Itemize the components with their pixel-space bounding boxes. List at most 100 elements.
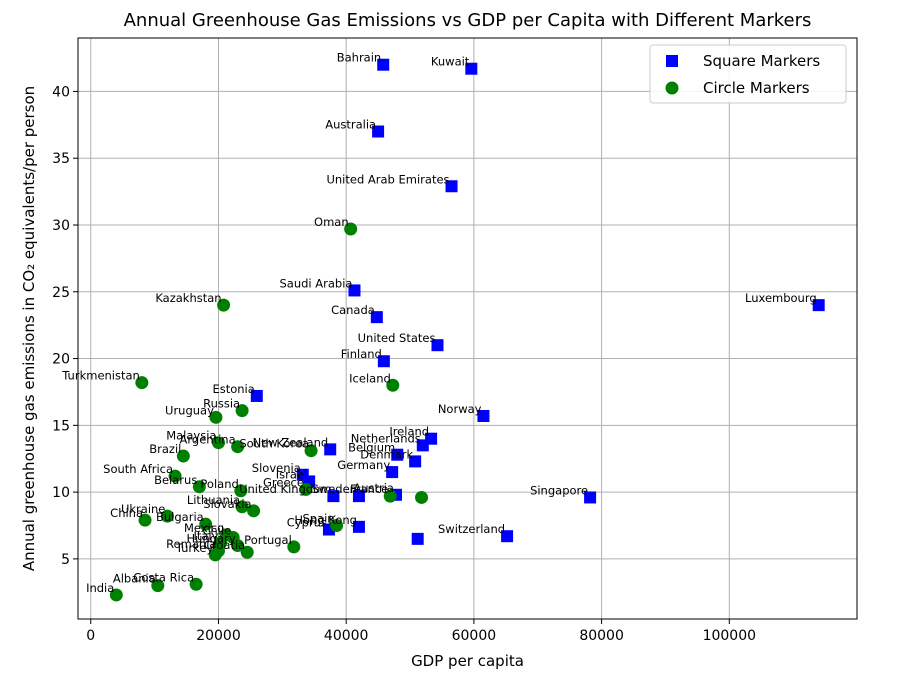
circle-point-belarus [192,480,206,494]
point-label-turkey: Turkey [175,541,214,555]
point-label-united-states: United States [358,331,436,345]
point-label-belarus: Belarus [154,473,197,487]
square-point-singapore [584,491,597,504]
point-label-italy: Italy [193,529,218,543]
point-label-brazil: Brazil [149,442,181,456]
point-label-spain: Spain [302,512,334,526]
point-label-lithuania: Lithuania [187,493,240,507]
square-point-estonia [250,389,263,402]
point-label-bahrain: Bahrain [337,51,381,65]
point-label-mexico: Mexico [184,521,224,535]
circle-point-malaysia [211,436,225,450]
point-label-hong-kong: Hong Kong [294,513,357,527]
point-label-switzerland: Switzerland [438,522,505,536]
point-label-australia: Australia [325,117,376,131]
square-point-hong-kong [352,520,365,533]
circle-point-ukraine [160,509,174,523]
point-label-argentina: Argentina [180,433,236,447]
y-tick-label: 10 [52,485,70,501]
circle-point-oman [344,222,358,236]
square-point-australia [372,125,385,138]
legend-circle-marker-icon [665,81,679,95]
square-point-sweden [352,490,365,503]
point-label-uruguay: Uruguay [165,403,214,417]
circle-point-portugal [287,540,301,554]
point-label-norway: Norway [438,402,482,416]
y-tick-label: 35 [52,151,70,167]
point-label-albania: Albania [113,572,156,586]
point-label-ukraine: Ukraine [121,502,165,516]
point-label-south-africa: South Africa [103,462,173,476]
square-point [411,532,424,545]
point-label-ireland: Ireland [389,425,429,439]
point-label-kazakhstan: Kazakhstan [155,291,221,305]
point-label-china: China [110,506,143,520]
circle-point-poland [234,484,248,498]
circle-point-brazil [176,449,190,463]
chart-title: Annual Greenhouse Gas Emissions vs GDP p… [124,10,812,31]
point-label-canada: Canada [331,303,375,317]
square-point-finland [377,355,390,368]
point-label-cyprus: Cyprus [287,516,327,530]
point-label-romania: Romania [166,537,216,551]
x-tick-label: 0 [86,628,95,644]
legend-entry-square-markers: Square Markers [703,52,820,70]
circle-point-hungary [231,539,245,553]
circle-point-costa-rica [189,577,203,591]
point-label-netherlands: Netherlands [351,431,421,445]
square-point-switzerland [501,530,514,543]
plot-frame [77,37,858,620]
square-point-belgium [391,448,404,461]
square-point-germany [386,466,399,479]
circle-point-uruguay [209,410,223,424]
point-label-israel: Israel [276,467,307,481]
square-point-saudi-arabia [348,284,361,297]
point-label-finland: Finland [341,347,382,361]
point-label-oman: Oman [314,215,349,229]
point-label-slovenia: Slovenia [252,461,301,475]
point-label-new-zealand: New Zealand [253,435,329,449]
point-label-croatia: Croatia [204,538,245,552]
square-point-new-zealand [324,443,337,456]
square-point-bahrain [377,58,390,71]
point-label-hungary: Hungary [187,532,236,546]
point-label-chile: Chile [202,524,231,538]
point-label-iceland: Iceland [349,371,391,385]
circle-point-kazakhstan [217,298,231,312]
point-label-luxembourg: Luxembourg [745,291,817,305]
y-axis-title: Annual greenhouse gas emissions in CO₂ e… [20,86,38,571]
point-label-france: France [350,482,388,496]
data-points [109,58,825,602]
legend: Square Markers Circle Markers [649,44,847,104]
point-label-saudi-arabia: Saudi Arabia [279,276,352,290]
circle-point-france [383,489,397,503]
point-label-costa-rica: Costa Rica [133,570,194,584]
point-label-austria: Austria [353,481,394,495]
square-point-luxembourg [812,299,825,312]
point-label-kuwait: Kuwait [431,55,470,69]
point-label-estonia: Estonia [212,382,254,396]
square-point-norway [477,409,490,422]
y-tick-label: 25 [52,285,70,301]
legend-square-marker-icon [666,55,678,67]
x-tick-label: 60000 [452,628,497,644]
circle-point-russia [235,404,249,418]
circle-point-spain [330,519,344,533]
point-label-denmark: Denmark [360,447,413,461]
circle-point-slovakia [247,504,261,518]
point-label-singapore: Singapore [530,483,588,497]
y-tick-label: 20 [52,352,70,368]
point-label-united-arab-emirates: United Arab Emirates [326,172,449,186]
circle-point-india [109,588,123,602]
square-point-canada [370,311,383,324]
point-label-germany: Germany [337,458,390,472]
x-axis-title: GDP per capita [411,652,524,670]
point-label-bulgaria: Bulgaria [156,510,204,524]
circle-point-turkey [208,548,222,562]
square-point-united-states [431,339,444,352]
circle-point-argentina [231,440,245,454]
y-tick-label: 30 [52,218,70,234]
x-tick-label: 100000 [703,628,756,644]
y-tick-label: 15 [52,418,70,434]
